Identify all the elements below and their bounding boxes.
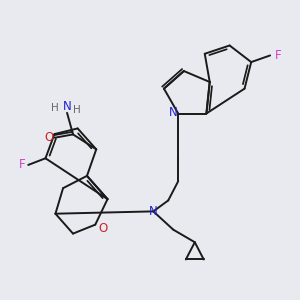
Text: H: H [51, 103, 58, 113]
Text: O: O [44, 131, 53, 144]
Text: N: N [149, 205, 158, 218]
Text: N: N [169, 106, 178, 119]
Text: H: H [73, 105, 81, 115]
Text: F: F [19, 158, 26, 171]
Text: N: N [63, 100, 72, 113]
Text: O: O [98, 222, 107, 235]
Text: F: F [274, 49, 281, 62]
